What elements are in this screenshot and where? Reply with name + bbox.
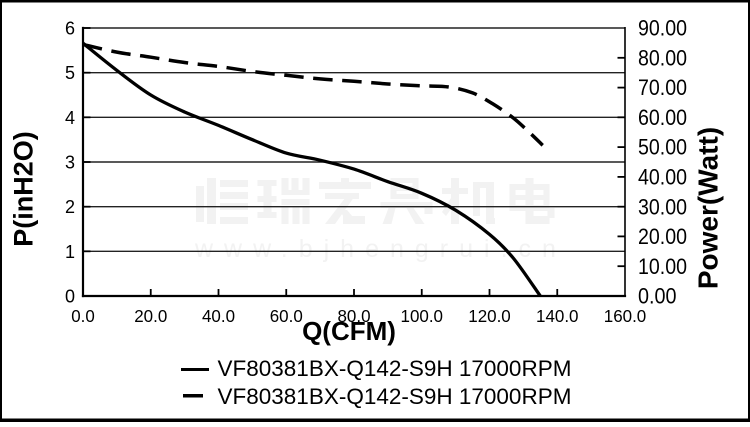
svg-text:40.00: 40.00 — [638, 165, 687, 190]
svg-text:Power(Watt): Power(Watt) — [693, 127, 724, 289]
svg-text:20.0: 20.0 — [134, 306, 167, 326]
svg-text:120.0: 120.0 — [468, 306, 511, 326]
svg-text:40.0: 40.0 — [202, 306, 235, 326]
svg-text:60.0: 60.0 — [270, 306, 303, 326]
svg-text:4: 4 — [65, 108, 75, 128]
svg-text:10.00: 10.00 — [638, 254, 687, 279]
svg-text:VF80381BX-Q142-S9H 17000RPM: VF80381BX-Q142-S9H 17000RPM — [218, 384, 572, 409]
svg-text:1: 1 — [65, 242, 75, 262]
svg-text:3: 3 — [65, 153, 75, 173]
svg-text:www.bjhengrui.cn: www.bjhengrui.cn — [194, 235, 567, 263]
svg-text:2: 2 — [65, 197, 75, 217]
svg-text:Q(CFM): Q(CFM) — [302, 316, 396, 346]
svg-text:100.0: 100.0 — [401, 306, 444, 326]
svg-text:20.00: 20.00 — [638, 224, 687, 249]
svg-text:140.0: 140.0 — [536, 306, 579, 326]
svg-text:VF80381BX-Q142-S9H 17000RPM: VF80381BX-Q142-S9H 17000RPM — [218, 356, 572, 381]
svg-text:90.00: 90.00 — [638, 16, 687, 41]
svg-text:P(inH2O): P(inH2O) — [9, 131, 39, 247]
svg-text:0.0: 0.0 — [71, 306, 95, 326]
svg-text:5: 5 — [65, 63, 75, 83]
svg-text:60.00: 60.00 — [638, 105, 687, 130]
svg-text:160.0: 160.0 — [604, 306, 647, 326]
svg-text:0: 0 — [65, 287, 75, 307]
svg-text:0.00: 0.00 — [638, 284, 677, 309]
svg-text:6: 6 — [65, 19, 75, 39]
svg-text:70.00: 70.00 — [638, 75, 687, 100]
svg-text:30.00: 30.00 — [638, 194, 687, 219]
svg-text:50.00: 50.00 — [638, 135, 687, 160]
svg-text:80.0: 80.0 — [338, 306, 371, 326]
svg-text:80.00: 80.00 — [638, 45, 687, 70]
